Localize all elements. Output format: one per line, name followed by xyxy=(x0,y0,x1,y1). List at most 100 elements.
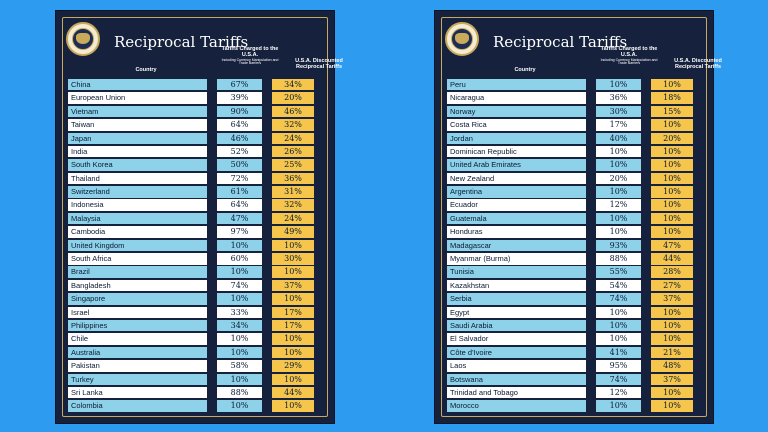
discounted-tariff-cell: 37% xyxy=(272,279,314,292)
country-cell: Saudi Arabia xyxy=(447,319,586,332)
table-row: South Korea 50% 25% xyxy=(68,158,324,171)
discounted-tariff-cell: 34% xyxy=(272,78,314,91)
table-row: Japan 46% 24% xyxy=(68,132,324,145)
discounted-tariff-cell: 10% xyxy=(272,266,314,278)
discounted-tariff-cell: 17% xyxy=(272,319,314,332)
table-row: Tunisia 55% 28% xyxy=(447,265,703,278)
country-cell: Sri Lanka xyxy=(68,386,207,399)
charged-tariff-cell: 41% xyxy=(596,346,641,359)
charged-tariff-cell: 88% xyxy=(596,253,641,265)
discounted-tariff-cell: 10% xyxy=(272,373,314,386)
charged-tariff-cell: 10% xyxy=(596,333,641,345)
table-row: Turkey 10% 10% xyxy=(68,373,324,386)
country-cell: Guatemala xyxy=(447,212,586,225)
table-row: New Zealand 20% 10% xyxy=(447,172,703,185)
country-cell: Madagascar xyxy=(447,239,586,252)
board-border xyxy=(62,17,328,417)
discounted-tariff-cell: 31% xyxy=(272,186,314,198)
country-cell: Jordan xyxy=(447,132,586,144)
country-cell: New Zealand xyxy=(447,172,586,185)
charged-tariff-cell: 64% xyxy=(217,119,262,131)
discounted-tariff-cell: 10% xyxy=(272,333,314,345)
table-row: Jordan 40% 20% xyxy=(447,132,703,145)
table-row: Côte d'Ivoire 41% 21% xyxy=(447,346,703,359)
table-row: European Union 39% 20% xyxy=(68,91,324,104)
discounted-tariff-cell: 10% xyxy=(651,145,693,158)
country-cell: Norway xyxy=(447,105,586,118)
table-row: Brazil 10% 10% xyxy=(68,265,324,278)
tariff-board-left: Reciprocal Tariffs Country Tariffs Charg… xyxy=(55,10,343,424)
table-row: South Africa 60% 30% xyxy=(68,252,324,265)
discounted-tariff-cell: 32% xyxy=(272,119,314,131)
table-row: Egypt 10% 10% xyxy=(447,306,703,319)
charged-tariff-cell: 17% xyxy=(596,119,641,131)
charged-tariff-cell: 10% xyxy=(596,319,641,332)
table-row: Malaysia 47% 24% xyxy=(68,212,324,225)
charged-tariff-cell: 67% xyxy=(217,78,262,91)
discounted-tariff-cell: 10% xyxy=(651,159,693,171)
charged-tariff-cell: 39% xyxy=(217,92,262,104)
discounted-tariff-cell: 29% xyxy=(272,360,314,372)
table-row: China 67% 34% xyxy=(68,78,324,91)
table-row: Philippines 34% 17% xyxy=(68,319,324,332)
charged-tariff-cell: 74% xyxy=(596,293,641,305)
discounted-tariff-cell: 48% xyxy=(651,360,693,372)
table-row: Botswana 74% 37% xyxy=(447,373,703,386)
charged-tariff-cell: 40% xyxy=(596,132,641,144)
charged-tariff-cell: 10% xyxy=(217,333,262,345)
charged-tariff-cell: 61% xyxy=(217,186,262,198)
table-row: Taiwan 64% 32% xyxy=(68,118,324,131)
discounted-tariff-cell: 26% xyxy=(272,145,314,158)
charged-tariff-cell: 20% xyxy=(596,172,641,185)
table-row: Serbia 74% 37% xyxy=(447,292,703,305)
country-cell: Laos xyxy=(447,360,586,372)
discounted-tariff-cell: 46% xyxy=(272,105,314,118)
charged-tariff-cell: 74% xyxy=(217,279,262,292)
country-cell: Thailand xyxy=(68,172,207,185)
table-row: Switzerland 61% 31% xyxy=(68,185,324,198)
charged-tariff-cell: 90% xyxy=(217,105,262,118)
country-cell: Serbia xyxy=(447,293,586,305)
country-cell: Japan xyxy=(68,132,207,144)
board-border xyxy=(441,17,707,417)
presidential-seal-icon xyxy=(66,22,100,56)
country-cell: Morocco xyxy=(447,400,586,412)
table-row: Bangladesh 74% 37% xyxy=(68,279,324,292)
charged-tariff-cell: 10% xyxy=(596,306,641,319)
country-cell: Honduras xyxy=(447,226,586,238)
discounted-tariff-cell: 17% xyxy=(272,306,314,319)
charged-tariff-cell: 95% xyxy=(596,360,641,372)
charged-tariff-cell: 60% xyxy=(217,253,262,265)
charged-tariff-cell: 30% xyxy=(596,105,641,118)
charged-tariff-cell: 10% xyxy=(217,373,262,386)
board-title: Reciprocal Tariffs xyxy=(114,33,249,51)
discounted-tariff-cell: 37% xyxy=(651,373,693,386)
country-cell: China xyxy=(68,78,207,91)
country-cell: Kazakhstan xyxy=(447,279,586,292)
country-cell: Pakistan xyxy=(68,360,207,372)
country-cell: Dominican Republic xyxy=(447,145,586,158)
discounted-tariff-cell: 10% xyxy=(272,239,314,252)
column-header-country: Country xyxy=(514,67,536,73)
discounted-tariff-cell: 47% xyxy=(651,239,693,252)
charged-tariff-cell: 33% xyxy=(217,306,262,319)
country-cell: Colombia xyxy=(68,400,207,412)
column-header-charged: Tariffs Charged to the U.S.A. Including … xyxy=(219,46,281,66)
charged-tariff-cell: 10% xyxy=(596,212,641,225)
discounted-tariff-cell: 10% xyxy=(272,400,314,412)
charged-tariff-cell: 64% xyxy=(217,199,262,211)
country-cell: Côte d'Ivoire xyxy=(447,346,586,359)
country-cell: Vietnam xyxy=(68,105,207,118)
country-cell: Taiwan xyxy=(68,119,207,131)
table-row: Sri Lanka 88% 44% xyxy=(68,386,324,399)
charged-tariff-cell: 10% xyxy=(596,186,641,198)
discounted-tariff-cell: 21% xyxy=(651,346,693,359)
column-header-discounted: U.S.A. Discounted Reciprocal Tariffs xyxy=(295,58,343,70)
discounted-tariff-cell: 10% xyxy=(651,386,693,399)
column-header-country: Country xyxy=(135,67,157,73)
country-cell: South Africa xyxy=(68,253,207,265)
charged-tariff-cell: 10% xyxy=(596,78,641,91)
discounted-tariff-cell: 20% xyxy=(651,132,693,144)
country-cell: United Arab Emirates xyxy=(447,159,586,171)
country-cell: Bangladesh xyxy=(68,279,207,292)
